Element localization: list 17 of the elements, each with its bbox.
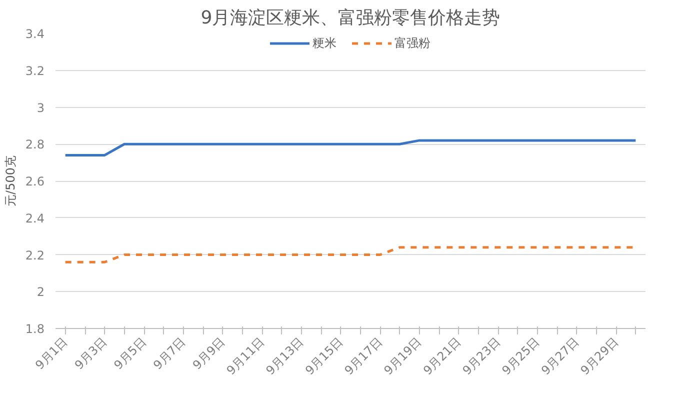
x-tick-label: 9月5日 [111, 334, 149, 372]
y-tick-label: 3.4 [25, 27, 45, 41]
y-tick-label: 3.2 [25, 64, 45, 78]
legend-label: 粳米 [312, 34, 336, 52]
x-tick-label: 9月3日 [72, 334, 110, 372]
y-tick-label: 2.4 [25, 211, 45, 226]
y-tick-label: 2.2 [25, 248, 45, 262]
y-tick-label: 2.8 [25, 138, 45, 152]
y-tick-label: 3 [36, 100, 45, 115]
x-tick-label: 9月7日 [150, 334, 188, 372]
legend-label: 富强粉 [394, 34, 430, 52]
y-tick-label: 2 [36, 285, 45, 300]
y-tick-label: 1.8 [25, 322, 45, 336]
y-axis-title: 元/500克 [3, 156, 18, 206]
chart-title: 9月海淀区粳米、富强粉零售价格走势 [200, 8, 500, 28]
x-tick-label: 9月1日 [32, 334, 70, 372]
y-tick-label: 2.6 [25, 174, 45, 188]
